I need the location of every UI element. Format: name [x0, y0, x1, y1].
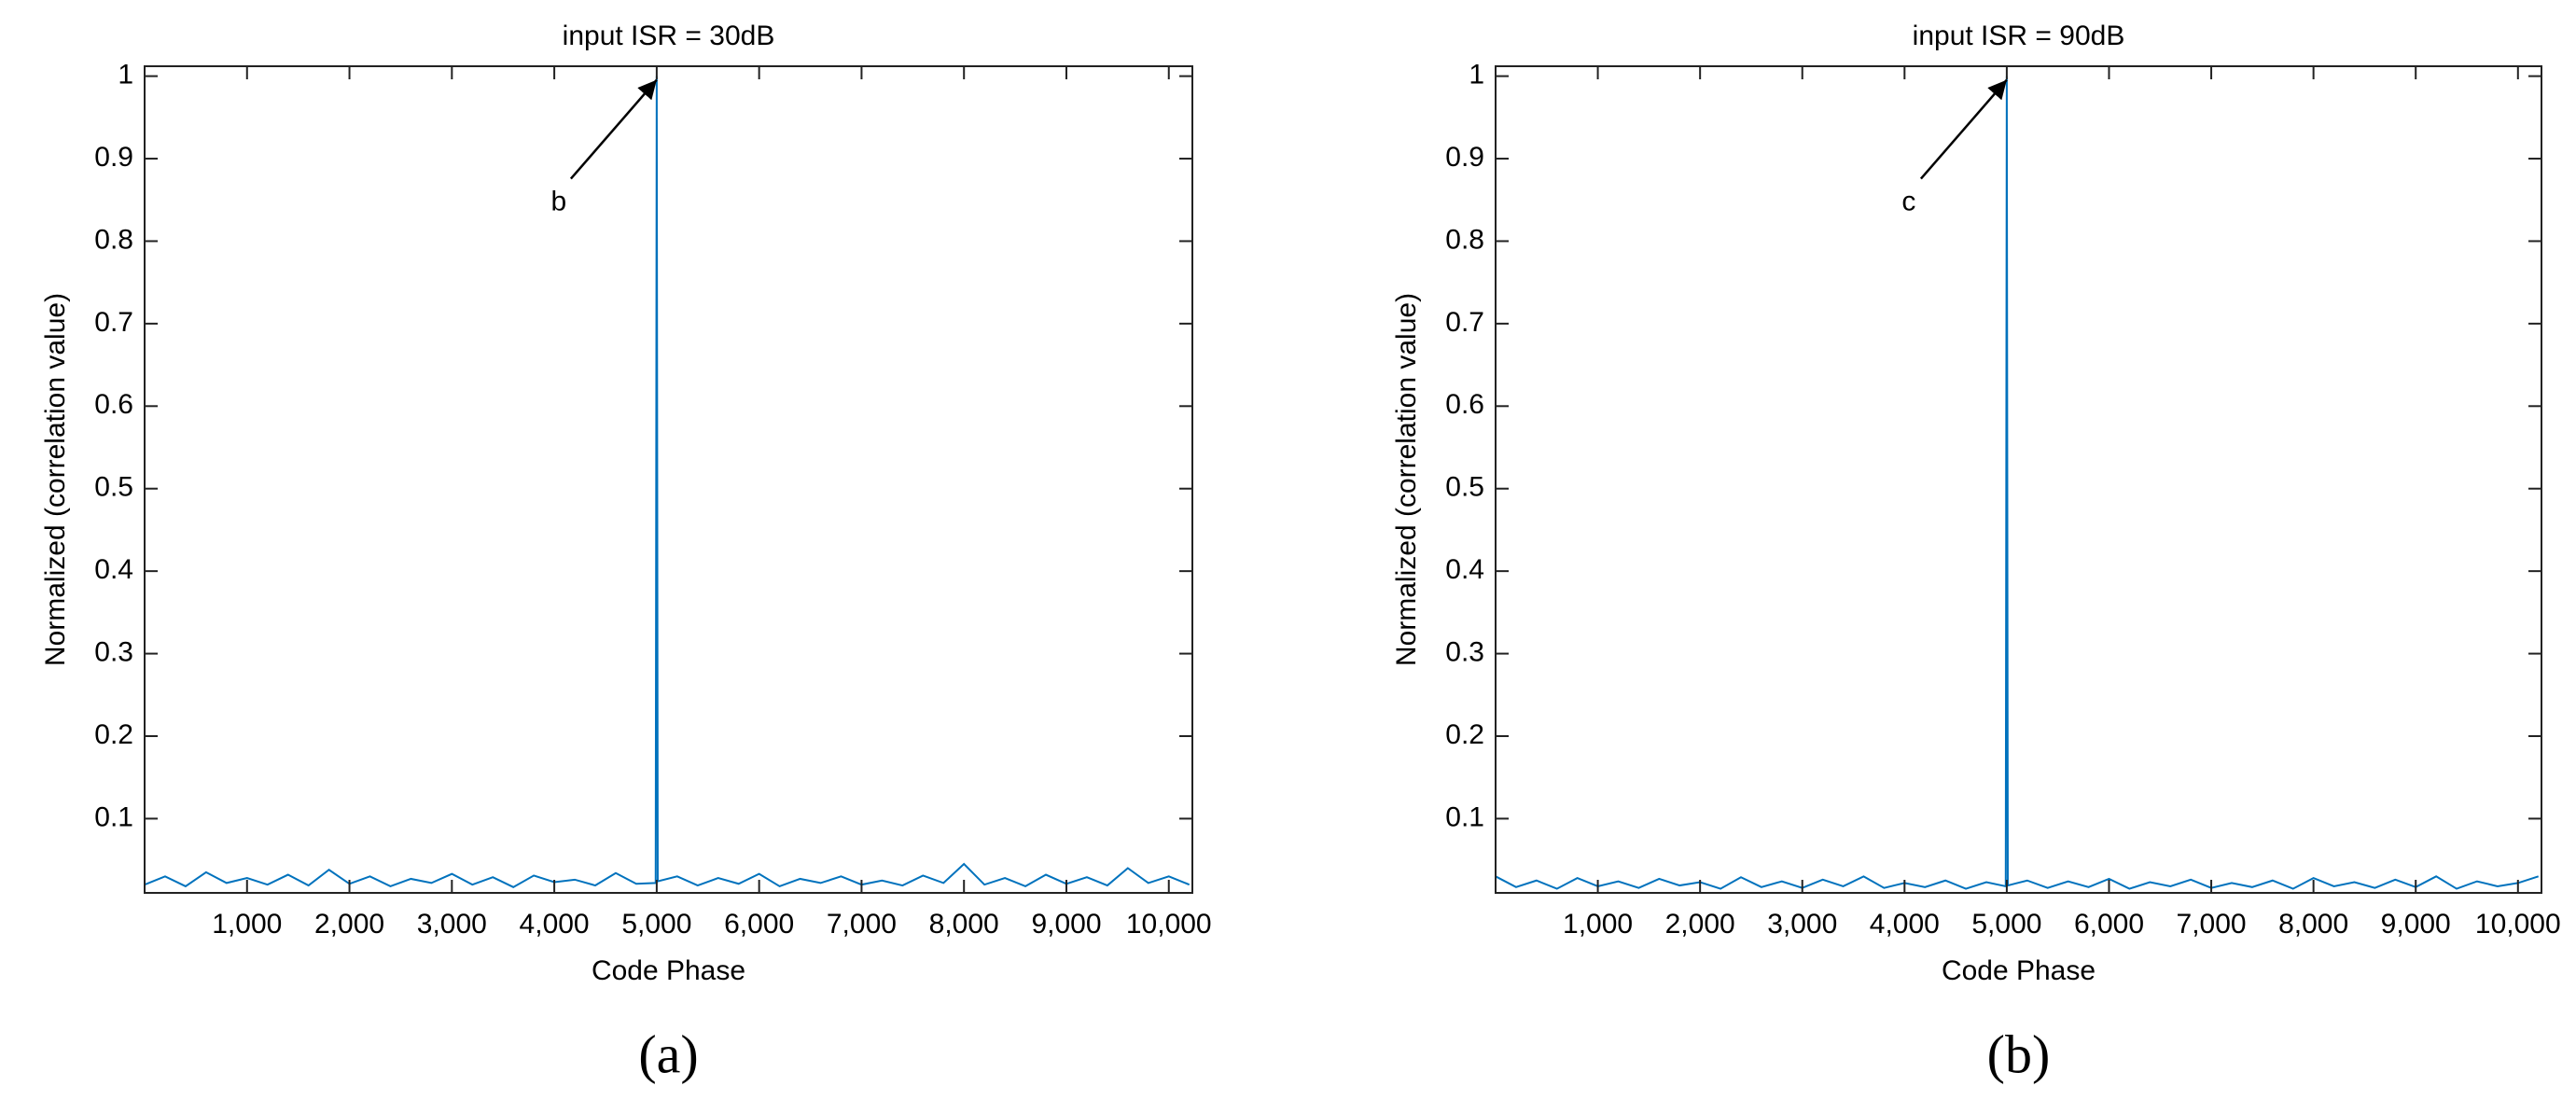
axes-box: [144, 65, 1193, 894]
x-tick-label: 3,000: [1767, 909, 1837, 940]
x-tick-label: 6,000: [2074, 909, 2144, 940]
y-tick-label: 0.6: [1445, 389, 1484, 420]
y-axis-label: Normalized (correlation value): [40, 293, 71, 666]
chart-title: input ISR = 90dB: [1913, 21, 2125, 51]
y-tick-label: 0.2: [1445, 719, 1484, 750]
y-tick-label: 1: [1469, 60, 1484, 91]
x-axis-label: Code Phase: [1942, 955, 2096, 986]
data-line: [1495, 76, 2540, 890]
y-tick-label: 0.1: [1445, 801, 1484, 832]
x-tick-label: 5,000: [1971, 909, 2041, 940]
data-line: [144, 76, 1191, 888]
y-tick-label: 1: [118, 60, 133, 91]
y-tick-label: 0.3: [1445, 636, 1484, 667]
x-tick-label: 7,000: [827, 909, 897, 940]
chart-title: input ISR = 30dB: [563, 21, 775, 51]
x-tick-label: 5,000: [621, 909, 691, 940]
x-tick-label: 8,000: [929, 909, 999, 940]
y-tick-label: 0.2: [94, 719, 133, 750]
y-tick-label: 0.9: [1445, 142, 1484, 173]
y-tick-label: 0.8: [94, 224, 133, 255]
x-tick-label: 7,000: [2177, 909, 2247, 940]
y-tick-label: 0.3: [94, 636, 133, 667]
annotation-arrow: [569, 78, 658, 180]
axes-box: [1495, 65, 2542, 894]
x-tick-label: 1,000: [212, 909, 282, 940]
x-tick-label: 6,000: [724, 909, 794, 940]
annotation-text: c: [1901, 187, 1915, 217]
y-tick-label: 0.7: [94, 307, 133, 338]
x-tick-label: 2,000: [314, 909, 384, 940]
x-tick-label: 4,000: [1870, 909, 1940, 940]
x-axis-label: Code Phase: [592, 955, 745, 986]
y-tick-label: 0.1: [94, 801, 133, 832]
y-tick-label: 0.5: [1445, 472, 1484, 503]
x-tick-label: 10,000: [1126, 909, 1212, 940]
y-tick-label: 0.6: [94, 389, 133, 420]
panel-label: (a): [638, 1023, 698, 1084]
y-tick-label: 0.4: [94, 554, 133, 585]
annotation-text: b: [551, 187, 567, 217]
x-tick-label: 9,000: [2381, 909, 2451, 940]
x-tick-label: 3,000: [417, 909, 487, 940]
x-tick-label: 10,000: [2475, 909, 2561, 940]
y-tick-label: 0.8: [1445, 224, 1484, 255]
x-tick-label: 1,000: [1563, 909, 1633, 940]
annotation-arrow: [1919, 78, 2008, 180]
y-tick-label: 0.9: [94, 142, 133, 173]
x-tick-label: 2,000: [1665, 909, 1735, 940]
x-tick-label: 8,000: [2278, 909, 2348, 940]
y-axis-label: Normalized (correlation value): [1391, 293, 1422, 666]
panel-label: (b): [1987, 1023, 2051, 1084]
x-tick-label: 4,000: [520, 909, 590, 940]
y-tick-label: 0.5: [94, 472, 133, 503]
y-tick-label: 0.4: [1445, 554, 1484, 585]
y-tick-label: 0.7: [1445, 307, 1484, 338]
x-tick-label: 9,000: [1031, 909, 1101, 940]
